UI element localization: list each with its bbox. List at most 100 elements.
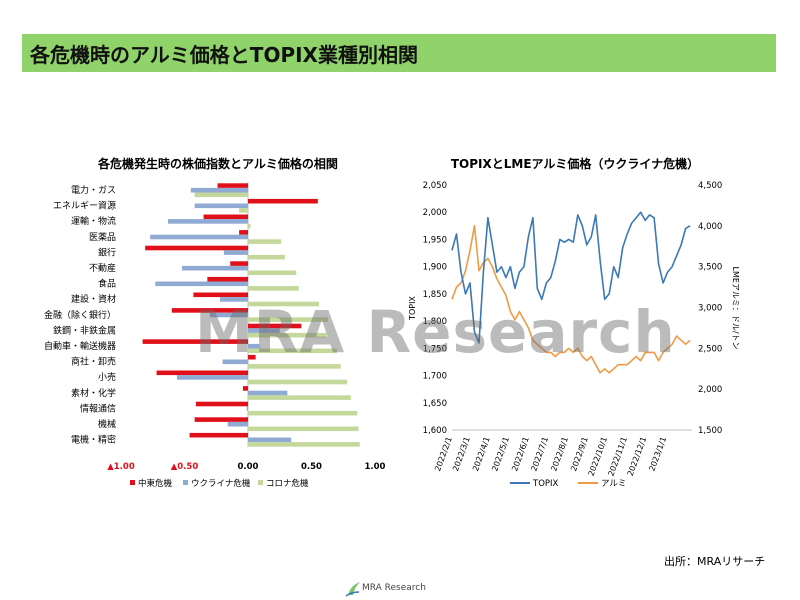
bar-0-1 — [248, 198, 318, 204]
bar-0-12 — [156, 370, 248, 376]
bar-2-6 — [248, 286, 299, 291]
bar-0-15 — [194, 417, 248, 422]
bar-1-4 — [223, 250, 248, 255]
bar-2-14 — [248, 410, 358, 416]
topix-line — [451, 211, 691, 344]
bar-category-label: 不動産 — [89, 262, 116, 274]
footer-brand: MRA Research — [362, 583, 426, 593]
line-x-tick-label: 2022/9/1 — [569, 436, 590, 473]
bar-1-8 — [209, 312, 248, 318]
bar-0-16 — [189, 432, 248, 438]
bar-2-5 — [248, 270, 297, 276]
bar-category-label: 自動車・輸送機器 — [44, 340, 116, 352]
bar-1-9 — [248, 328, 280, 333]
bar-legend-swatch-0 — [130, 480, 135, 485]
bar-0-6 — [207, 276, 248, 282]
bar-category-label: エネルギー資源 — [53, 200, 116, 212]
right-tick-label: 3,500 — [698, 263, 722, 273]
bar-2-10 — [248, 348, 337, 354]
bar-1-14 — [246, 406, 248, 411]
bar-category-label: 金融（除く銀行） — [44, 309, 116, 321]
line-x-tick-label: 2023/1/1 — [647, 436, 668, 473]
line-chart-title: TOPIXとLMEアルミ価格（ウクライナ危機） — [451, 156, 699, 171]
bar-0-4 — [145, 245, 248, 251]
bar-0-11 — [248, 354, 256, 360]
bar-category-label: 電力・ガス — [71, 184, 116, 196]
bar-category-label: 機械 — [98, 418, 116, 430]
bar-legend-swatch-1 — [183, 480, 188, 485]
left-tick-label: 1,950 — [423, 235, 447, 245]
left-tick-label: 1,800 — [423, 317, 447, 327]
bar-category-label: 小売 — [98, 371, 116, 383]
left-tick-label: 1,750 — [423, 344, 447, 354]
bar-0-9 — [248, 323, 302, 329]
right-tick-label: 3,000 — [698, 304, 722, 314]
left-tick-label: 1,700 — [423, 372, 447, 382]
line-x-tick-label: 2022/2/1 — [433, 436, 454, 473]
bar-0-5 — [230, 261, 248, 266]
bar-tick-label: ▲1.00 — [107, 462, 135, 472]
bar-1-15 — [227, 421, 248, 427]
bar-legend-label-2: コロナ危機 — [266, 478, 309, 489]
page-header: 各危機時のアルミ価格とTOPIX業種別相関 — [22, 34, 776, 72]
bar-legend-label-1: ウクライナ危機 — [191, 478, 251, 489]
bar-1-12 — [176, 375, 248, 380]
bar-1-1 — [194, 203, 248, 209]
left-tick-label: 1,850 — [423, 290, 447, 300]
bar-2-13 — [248, 395, 351, 400]
bar-tick-label: 0.00 — [238, 462, 259, 472]
line-x-tick-label: 2022/7/1 — [529, 436, 550, 473]
bar-2-9 — [248, 332, 327, 338]
watermark: MRA Research — [195, 298, 676, 366]
bar-category-label: 医薬品 — [89, 231, 116, 243]
line-x-tick-label: 2022/4/1 — [471, 436, 492, 473]
right-tick-label: 1,500 — [698, 426, 722, 436]
bar-2-4 — [248, 254, 285, 260]
bar-2-8 — [248, 317, 329, 322]
right-axis-label: LMEアルミ：ドル/トン — [731, 266, 740, 349]
left-tick-label: 1,600 — [423, 426, 447, 436]
page-title: 各危機時のアルミ価格とTOPIX業種別相関 — [30, 43, 418, 67]
bar-2-12 — [248, 379, 348, 385]
bar-category-label: 素材・化学 — [71, 387, 116, 399]
source-note: 出所：MRAリサーチ — [664, 555, 766, 568]
bar-1-0 — [190, 187, 248, 193]
alumi-line — [451, 225, 691, 374]
line-x-tick-label: 2022/11/1 — [607, 436, 629, 478]
line-x-tick-label: 2022/6/1 — [510, 436, 531, 473]
bar-0-3 — [239, 230, 248, 235]
bar-category-label: 銀行 — [98, 246, 116, 258]
bar-0-8 — [171, 308, 248, 313]
bar-1-7 — [220, 297, 248, 302]
bar-category-label: 鉄鋼・非鉄金属 — [53, 324, 116, 336]
bar-2-11 — [248, 364, 341, 369]
bar-chart-title: 各危機発生時の株価指数とアルミ価格の相関 — [97, 156, 338, 171]
line-x-tick-label: 2022/5/1 — [490, 436, 511, 473]
left-axis-label: TOPIX — [408, 296, 417, 321]
line-x-tick-label: 2022/8/1 — [549, 436, 570, 473]
bar-0-13 — [242, 386, 248, 391]
bar-2-0 — [194, 192, 248, 198]
right-tick-label: 4,000 — [698, 222, 722, 232]
bar-0-2 — [203, 214, 248, 220]
bar-category-label: 電機・精密 — [71, 434, 116, 446]
bar-category-label: 運輸・物流 — [71, 215, 116, 227]
bar-2-7 — [248, 301, 320, 307]
bar-1-5 — [181, 265, 248, 271]
bar-2-1 — [239, 208, 248, 213]
bar-0-10 — [142, 339, 248, 344]
left-tick-label: 2,050 — [423, 181, 447, 191]
bar-0-0 — [217, 183, 248, 188]
bar-0-14 — [195, 401, 248, 407]
right-tick-label: 2,000 — [698, 385, 722, 395]
bar-2-16 — [248, 442, 360, 447]
bar-2-15 — [248, 426, 359, 432]
bar-1-11 — [222, 359, 248, 365]
line-legend-label-topix: TOPIX — [532, 479, 559, 489]
right-tick-label: 4,500 — [698, 181, 722, 191]
bar-tick-label: ▲0.50 — [171, 462, 199, 472]
bar-legend-swatch-2 — [258, 480, 263, 485]
left-tick-label: 1,900 — [423, 263, 447, 273]
bar-legend-label-0: 中東危機 — [138, 478, 173, 489]
line-x-tick-label: 2022/3/1 — [451, 436, 472, 473]
